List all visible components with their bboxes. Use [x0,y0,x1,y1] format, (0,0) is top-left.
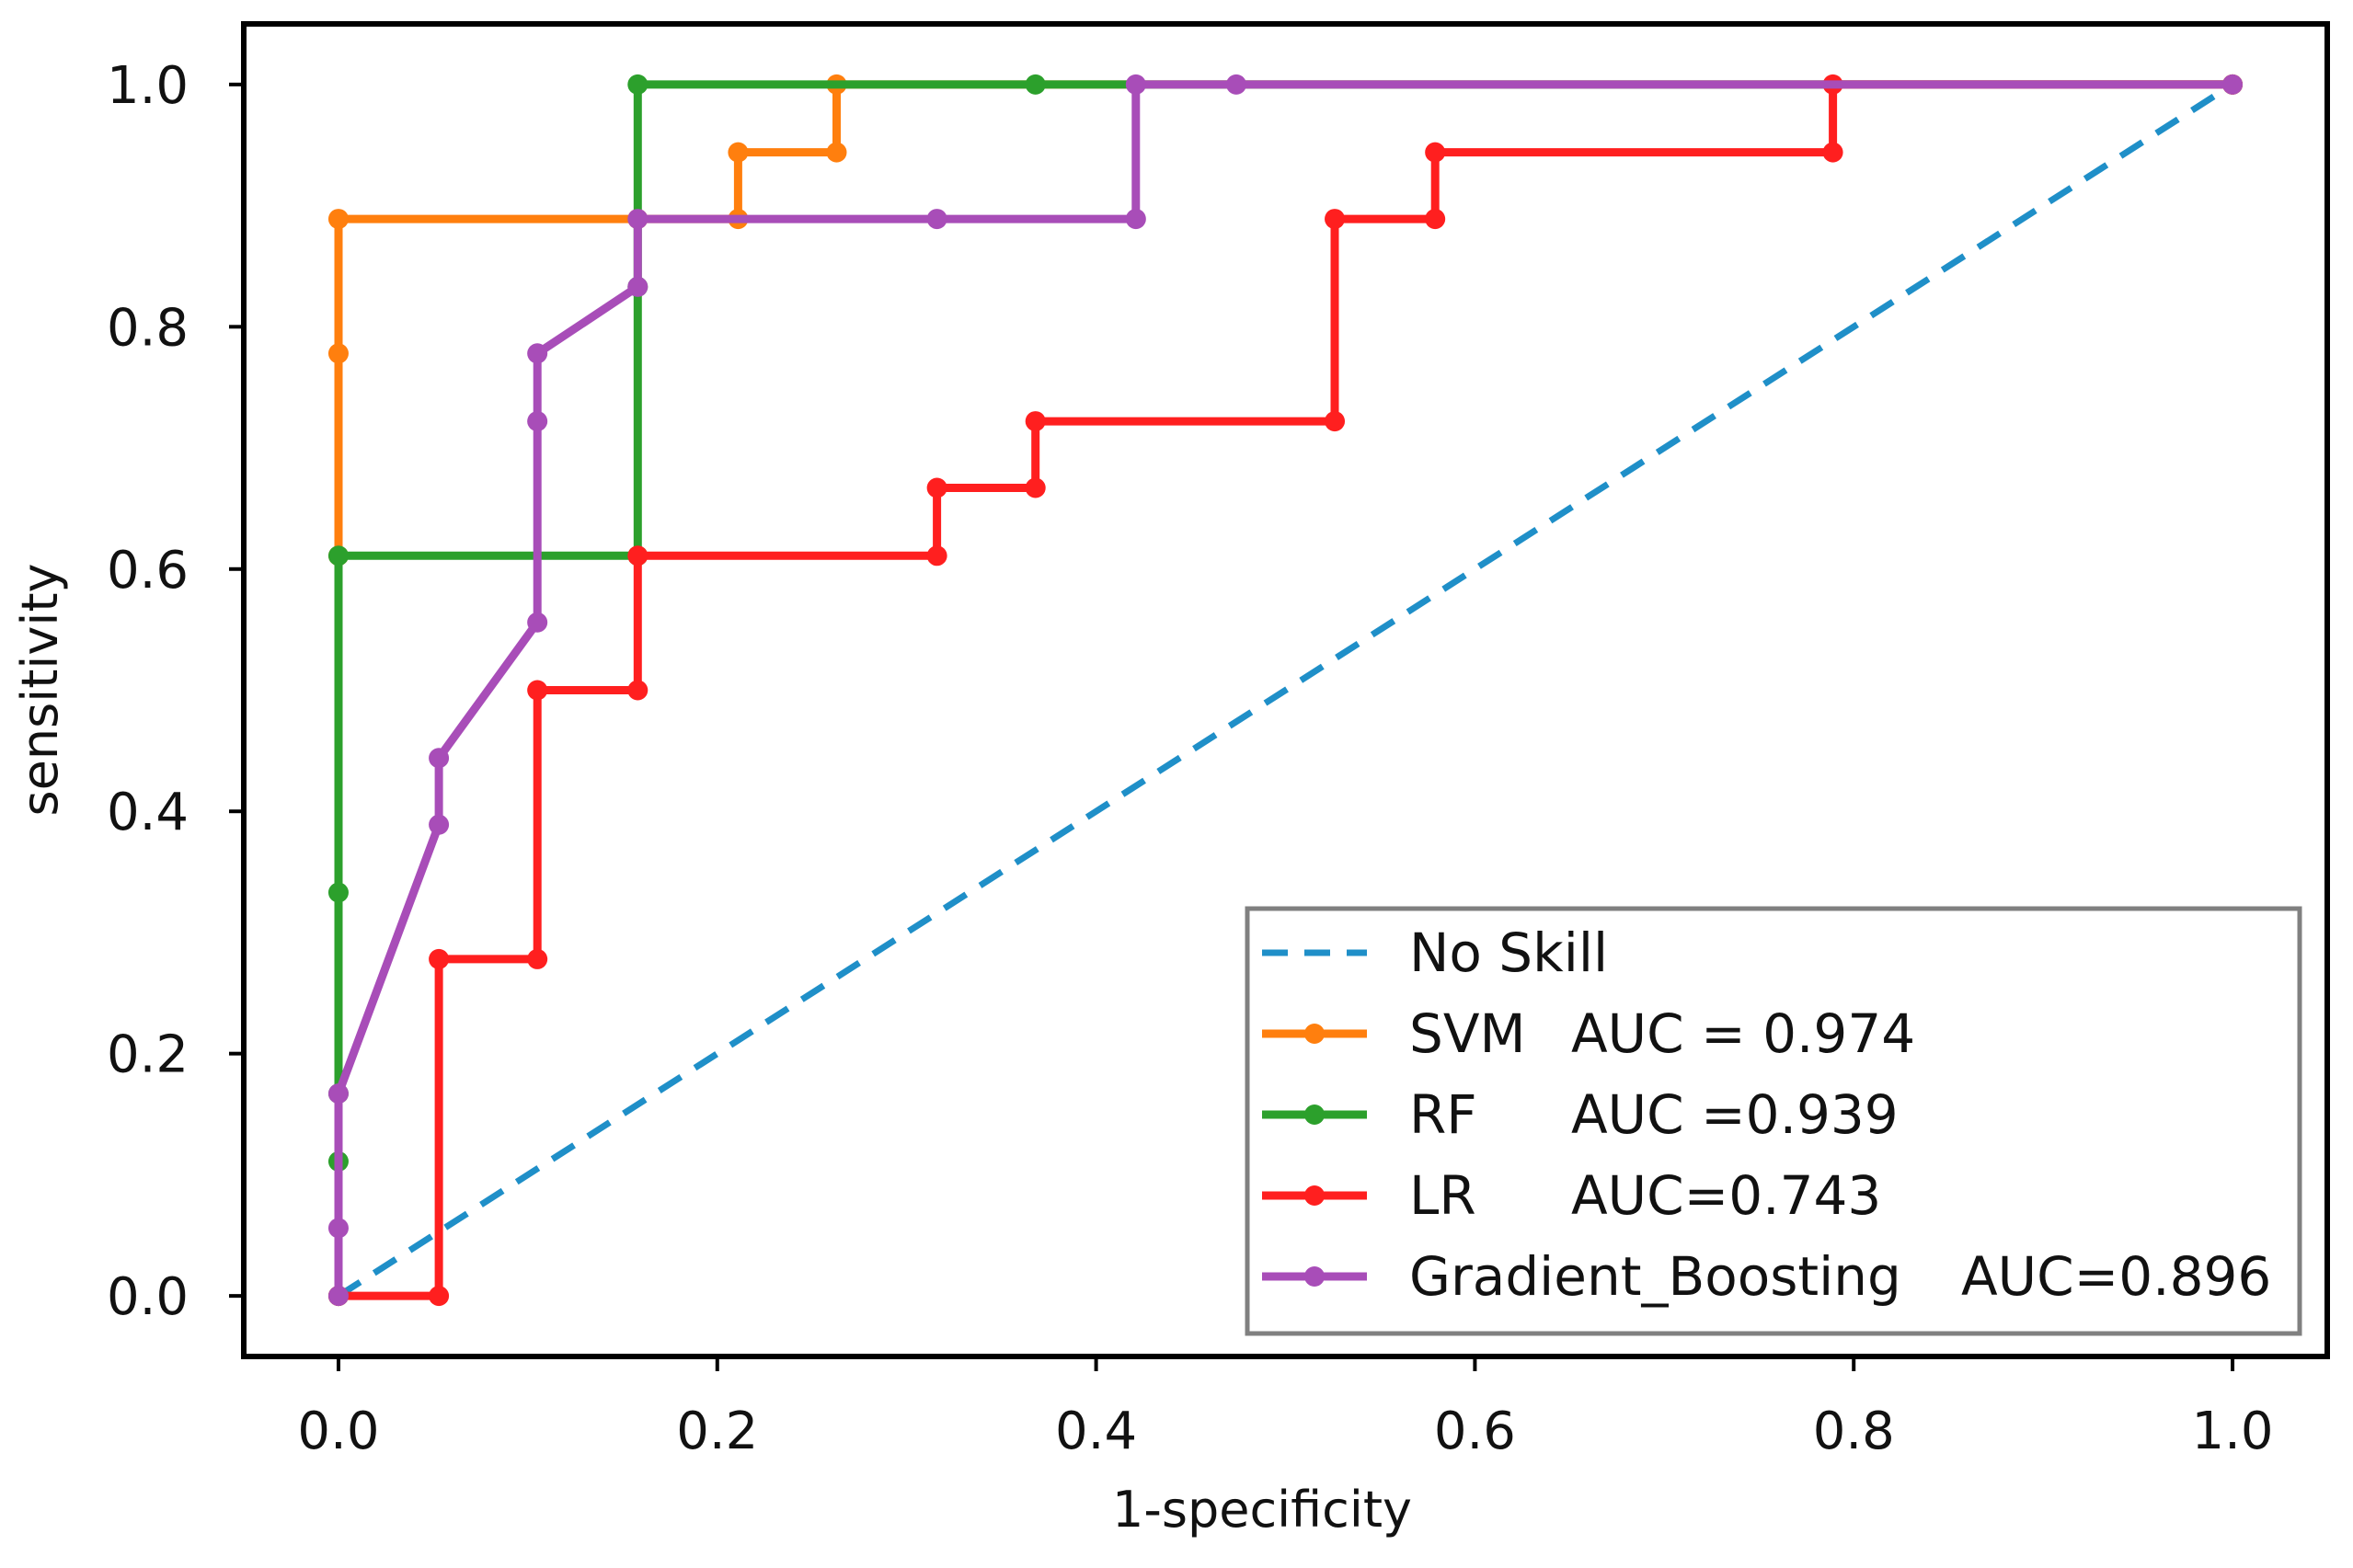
svm-point [327,343,349,364]
y-tick-label: 1.0 [107,56,189,116]
gradient-boosting-point [527,411,548,432]
legend-marker-lr [1304,1185,1325,1206]
lr-point [1425,142,1446,163]
y-tick-label: 0.6 [107,541,189,601]
lr-point [1025,411,1046,432]
rf-point [327,882,349,903]
ticks-layer: 0.0 0.2 0.4 0.6 0.8 1.0 0.0 0.2 0.4 0.6 0.8 1.0 [107,56,2274,1461]
legend: No Skill SVM AUC = 0.974 RF AUC =0.939 LR AUC=… [1245,906,2302,1336]
series-layer [327,74,2244,1307]
lr-point [926,545,947,567]
svm-point [728,142,749,163]
legend-auc-lr: AUC=0.743 [1571,1164,1881,1227]
x-tick-label: 1.0 [2192,1402,2274,1461]
y-tick-label: 0.8 [107,298,189,358]
gradient-boosting-point [527,343,548,364]
legend-marker-gradient-boosting [1304,1266,1325,1287]
lr-point [1025,477,1046,498]
lr-point [1822,142,1843,163]
legend-label-svm: SVM [1409,1002,1526,1065]
lr-line [339,80,2232,1300]
series-no-skill [337,81,2234,1299]
legend-label-lr: LR [1409,1164,1476,1227]
legend-auc-rf: AUC =0.939 [1571,1083,1899,1146]
gradient-boosting-point [1225,74,1246,95]
lr-point [429,948,450,969]
gradient-boosting-point [627,276,649,297]
gradient-boosting-point [327,1218,349,1239]
lr-point [1425,209,1446,230]
gradient-boosting-point [327,1083,349,1104]
legend-box [1245,906,2302,1336]
gradient-boosting-point [527,612,548,633]
x-tick-label: 0.0 [297,1402,379,1461]
x-tick-label: 0.4 [1055,1402,1137,1461]
legend-marker-rf [1304,1104,1325,1125]
series-gradient-boosting [327,74,2244,1307]
x-tick-label: 0.6 [1434,1402,1516,1461]
lr-point [1325,411,1346,432]
lr-point [627,545,649,567]
legend-entry-gradient-boosting: Gradient_Boosting AUC=0.896 [1262,1245,2271,1308]
y-axis-title: sensitivity [11,564,69,817]
x-tick-label: 0.2 [676,1402,758,1461]
y-tick-label: 0.4 [107,783,189,842]
legend-entry-svm: SVM AUC = 0.974 [1262,1002,1915,1065]
x-axis-title: 1-specificity [1112,1481,1412,1539]
gradient-boosting-point [1125,74,1146,95]
rf-point [627,74,649,95]
legend-entry-rf: RF AUC =0.939 [1262,1083,1899,1146]
legend-label-gradient-boosting: Gradient_Boosting [1409,1245,1901,1308]
svm-point [826,142,847,163]
lr-point [926,477,947,498]
gradient-boosting-point [1125,209,1146,230]
lr-point [627,680,649,701]
x-tick-label: 0.8 [1813,1402,1895,1461]
legend-entry-lr: LR AUC=0.743 [1262,1164,1881,1227]
lr-point [1325,209,1346,230]
legend-entries: No Skill SVM AUC = 0.974 RF AUC =0.939 LR AUC=… [1262,921,2271,1308]
lr-point [527,680,548,701]
no-skill-line [337,81,2234,1299]
legend-label-rf: RF [1409,1083,1477,1146]
lr-point [429,1286,450,1307]
gradient-boosting-point [627,209,649,230]
gradient-boosting-point [327,1286,349,1307]
y-tick-label: 0.0 [107,1267,189,1327]
rf-point [1025,74,1046,95]
rf-point [327,545,349,567]
gradient-boosting-point [2222,74,2244,95]
y-tick-label: 0.2 [107,1025,189,1085]
lr-point [527,948,548,969]
gradient-boosting-point [429,748,450,769]
legend-auc-gradient-boosting: AUC=0.896 [1961,1245,2271,1308]
legend-label-no-skill: No Skill [1409,921,1608,984]
gradient-boosting-point [429,814,450,835]
legend-marker-svm [1304,1024,1325,1044]
svm-point [327,209,349,230]
legend-auc-svm: AUC = 0.974 [1571,1002,1915,1065]
legend-entry-no-skill: No Skill [1262,921,1608,984]
gradient-boosting-point [926,209,947,230]
